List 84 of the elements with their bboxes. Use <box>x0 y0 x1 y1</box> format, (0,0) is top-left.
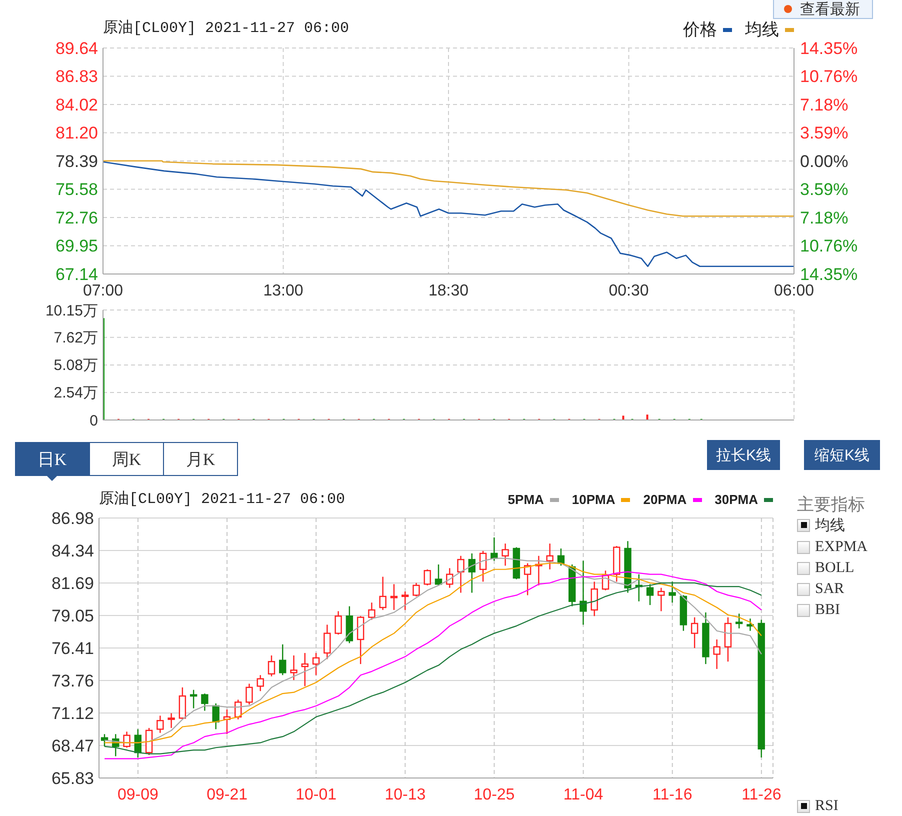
y2-tick-label: 7.18% <box>800 208 848 228</box>
x-tick-label: 10-25 <box>474 786 515 804</box>
candlestick <box>713 638 720 670</box>
y2-tick-label: 10.76% <box>800 236 858 256</box>
candlestick <box>668 581 676 604</box>
y-tick-label: 79.05 <box>51 606 94 626</box>
y-tick-label: 84.02 <box>55 95 98 114</box>
y-tick-label: 68.47 <box>51 736 94 756</box>
candlestick <box>379 576 386 611</box>
y-tick-label: 78.39 <box>55 152 98 171</box>
candlestick <box>702 612 710 665</box>
text: BBI <box>815 602 840 618</box>
y-tick-label: 86.98 <box>51 508 94 528</box>
x-tick-label: 11-16 <box>652 786 692 804</box>
y-tick-label: 75.58 <box>55 180 98 200</box>
bar <box>646 414 648 420</box>
text: 主要指标 <box>797 495 865 514</box>
text: BOLL <box>815 560 854 576</box>
text: EXPMA <box>815 538 868 556</box>
legend-label: 价格 <box>683 20 717 40</box>
x-tick-label: 10-01 <box>296 786 337 804</box>
chart-title: 原油[CL00Y] 2021-11-27 06:00 <box>103 20 350 37</box>
y-tick-label: 89.64 <box>55 38 98 58</box>
text: 均线 <box>815 516 845 534</box>
text: RSI <box>815 798 838 814</box>
x-tick-label: 09-21 <box>206 786 248 804</box>
candlestick <box>490 536 498 562</box>
candlestick <box>390 584 398 611</box>
x-tick-label: 09-09 <box>118 786 159 804</box>
button: 缩短K线 <box>804 440 880 470</box>
legend-label: 5PMA <box>508 491 544 509</box>
legend-label: 均线 <box>745 20 779 40</box>
y-tick-label: 84.34 <box>51 541 94 560</box>
y-tick-label: 10.15万 <box>45 302 98 320</box>
x-tick-label: 13:00 <box>263 282 304 300</box>
tab: 日K <box>15 442 89 476</box>
chart-title: 原油[CL00Y] 2021-11-27 06:00 <box>99 491 346 508</box>
legend-label: 10PMA <box>572 491 616 509</box>
y2-tick-label: 3.59% <box>800 180 848 200</box>
y2-tick-label: 3.59% <box>800 124 848 143</box>
x-tick-label: 11-04 <box>563 786 604 804</box>
candlestick <box>290 654 298 681</box>
y2-tick-label: 7.18% <box>800 95 848 114</box>
text: SAR <box>815 580 844 598</box>
y-tick-label: 69.95 <box>55 236 98 256</box>
x-tick-label: 06:00 <box>774 282 814 300</box>
x-tick-label: 07:00 <box>82 282 124 300</box>
y2-tick-label: 14.35% <box>800 264 858 284</box>
y2-tick-label: 0.00% <box>800 152 848 171</box>
tab: 月K <box>163 442 238 476</box>
y2-tick-label: 10.76% <box>800 67 858 86</box>
y-tick-label: 76.41 <box>51 638 94 658</box>
candlestick <box>502 542 509 566</box>
y-tick-label: 67.14 <box>55 264 98 284</box>
candlestick <box>580 560 587 626</box>
button: 拉长K线 <box>707 440 780 470</box>
candlestick <box>168 712 175 729</box>
x-tick-label: 18:30 <box>428 282 469 300</box>
legend-label: 20PMA <box>643 491 687 509</box>
y-tick-label: 7.62万 <box>54 330 98 347</box>
button: 查看最新 <box>773 0 873 19</box>
y-tick-label: 2.54万 <box>54 384 98 402</box>
line-series <box>103 160 794 217</box>
y-tick-label: 81.20 <box>55 124 98 143</box>
x-tick-label: 11-26 <box>742 786 782 804</box>
y-tick-label: 81.69 <box>51 574 94 593</box>
y2-tick-label: 14.35% <box>800 38 858 58</box>
tab: 周K <box>89 442 164 476</box>
legend-label: 30PMA <box>714 491 758 509</box>
x-tick-label: 00:30 <box>608 282 649 300</box>
candlestick <box>156 715 164 734</box>
y-tick-label: 71.12 <box>51 704 94 723</box>
y-tick-label: 72.76 <box>55 208 98 228</box>
x-tick-label: 10-13 <box>384 786 426 804</box>
candlestick <box>658 587 665 612</box>
y-tick-label: 5.08万 <box>54 357 98 374</box>
line-series <box>103 161 794 268</box>
y-tick-label: 65.83 <box>51 768 94 788</box>
bar <box>622 416 624 420</box>
candlestick <box>301 652 308 687</box>
candlestick <box>457 555 464 594</box>
y-tick-label: 73.76 <box>51 671 94 690</box>
y-tick-label: 0 <box>90 412 98 430</box>
y-tick-label: 86.83 <box>55 67 98 86</box>
